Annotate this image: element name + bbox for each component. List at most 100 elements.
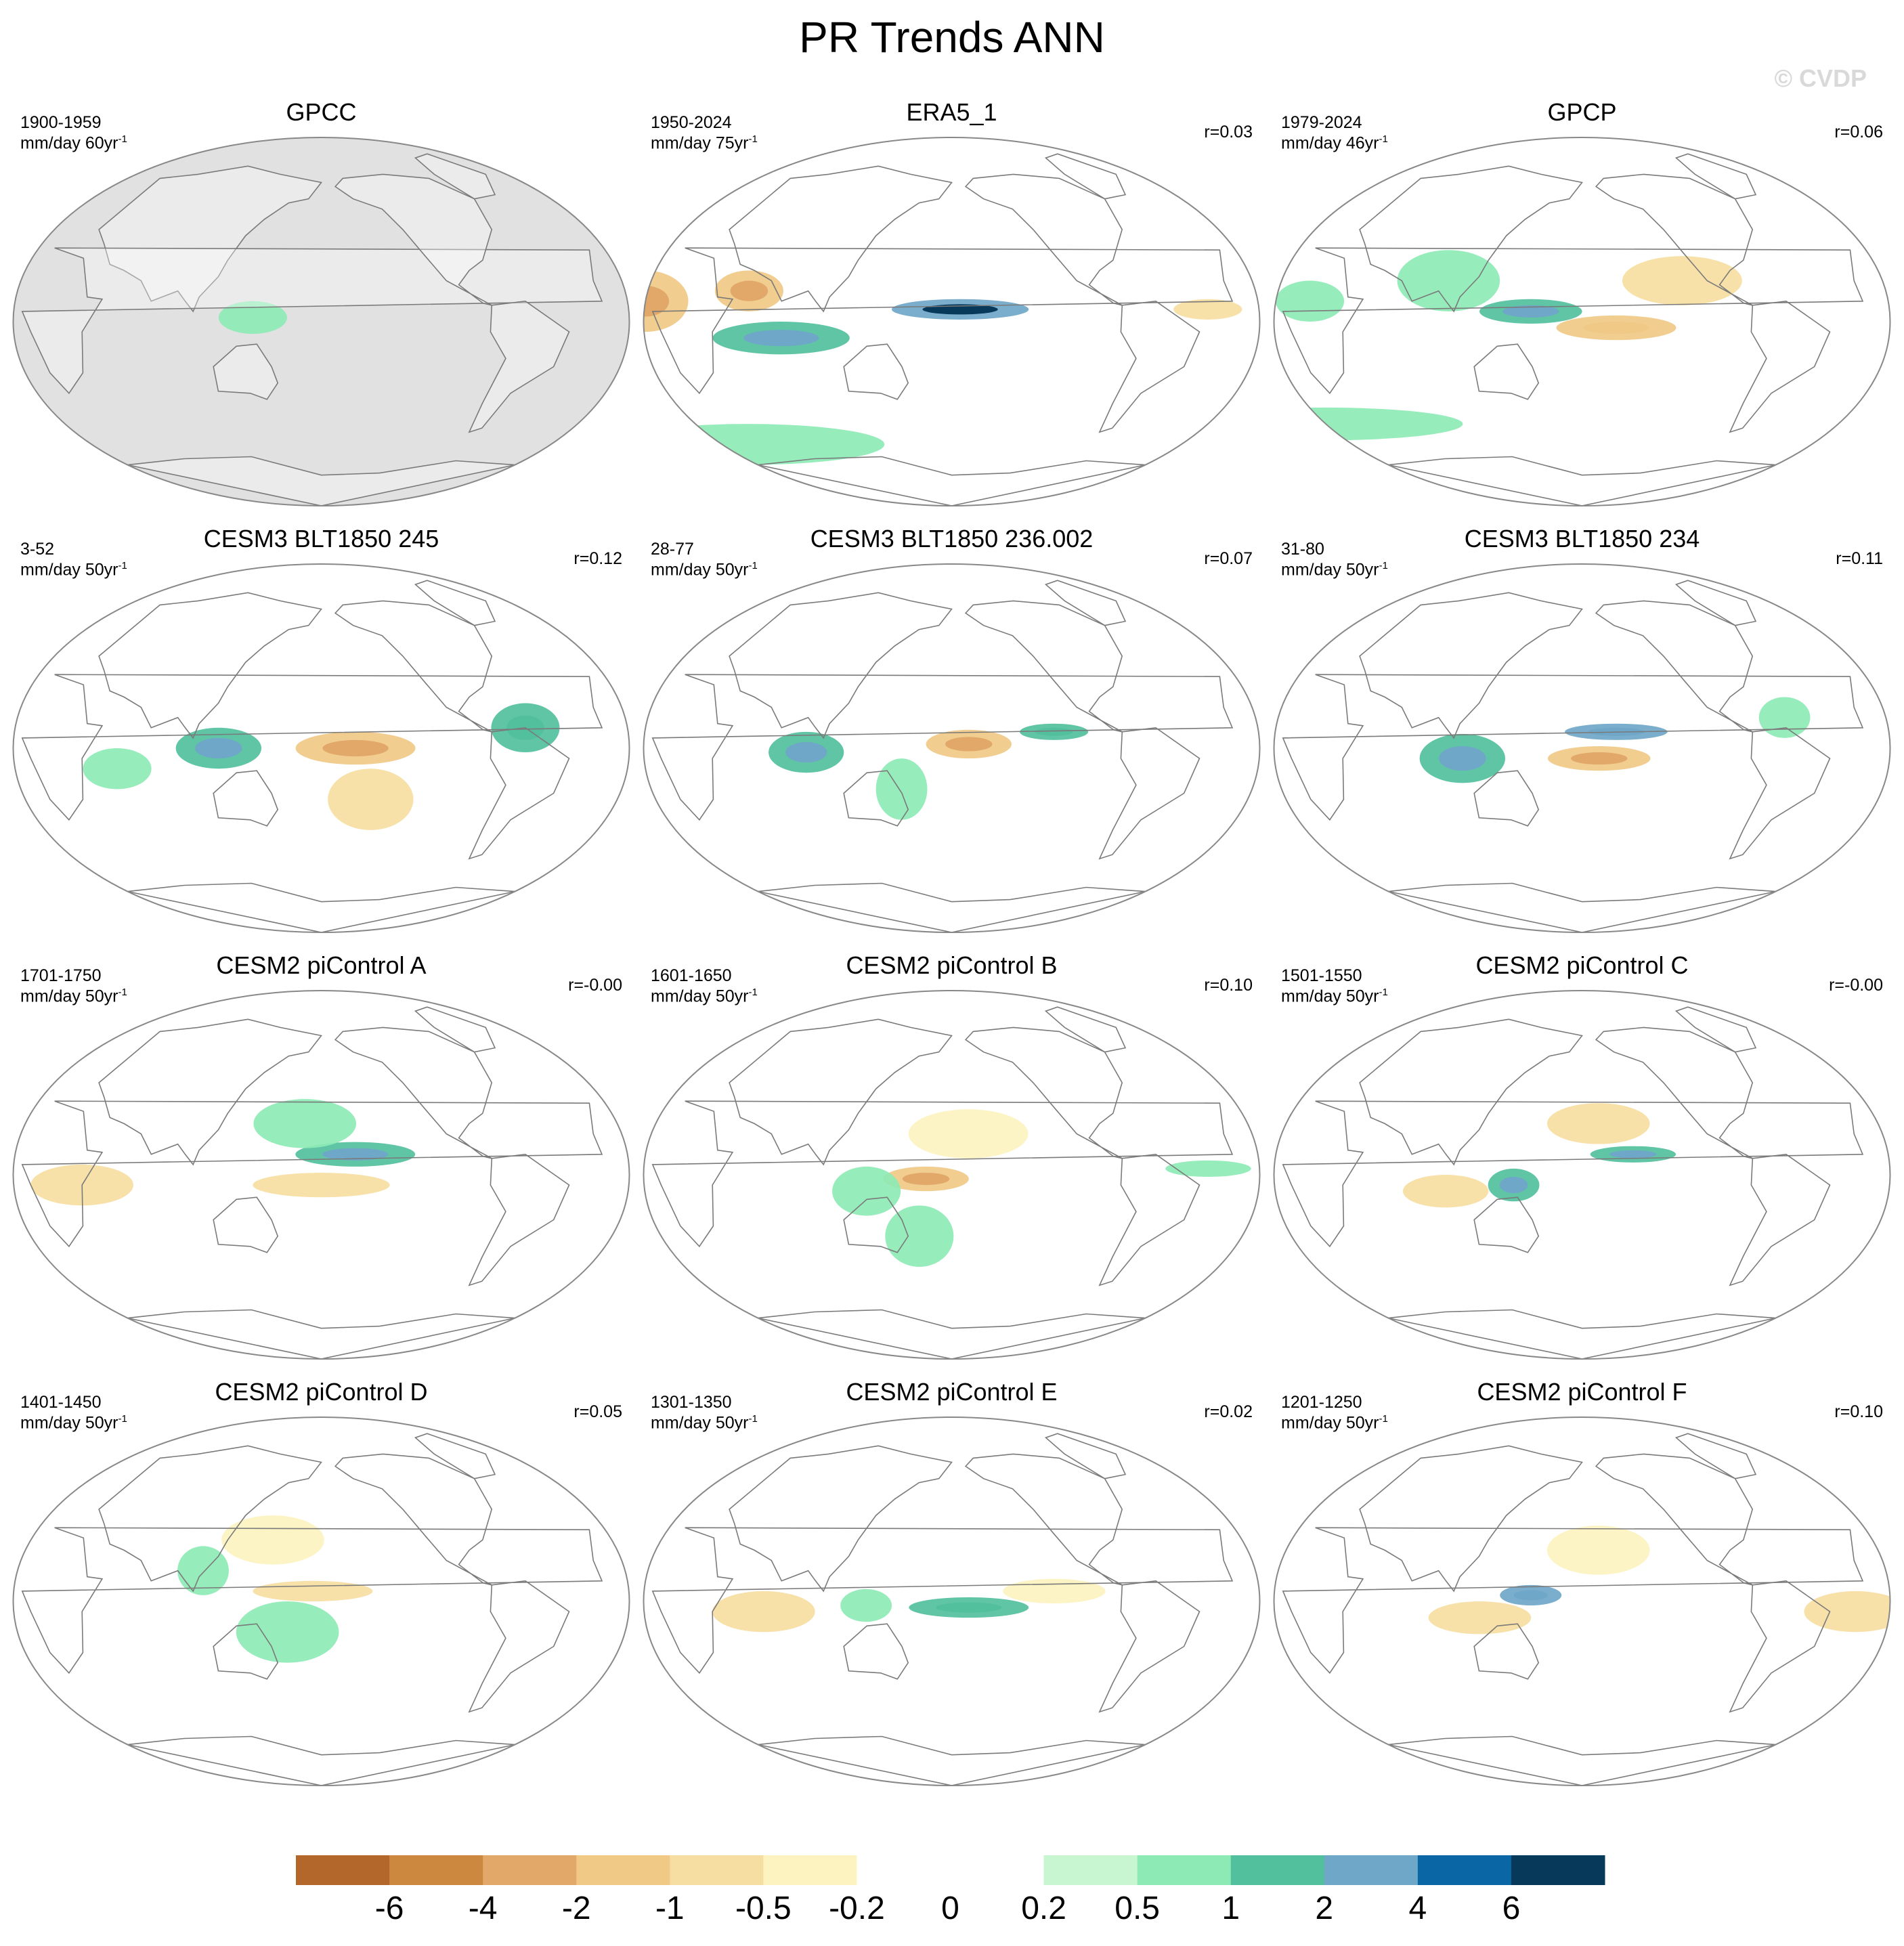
map-svg <box>12 137 630 506</box>
coastline-antarctica <box>1388 1735 1776 1786</box>
map-border <box>643 990 1261 1360</box>
panel-title: ERA5_1 <box>906 98 997 126</box>
units-suffix: yr <box>1364 1413 1379 1433</box>
colorbar-box <box>857 1855 951 1885</box>
panel-title: GPCC <box>286 98 357 126</box>
colorbar-tick-label: 4 <box>1409 1890 1427 1926</box>
coastline-north-america <box>1595 1026 1754 1159</box>
map-border <box>12 990 630 1360</box>
trend-anomaly-core <box>936 1602 1002 1613</box>
coastline-greenland <box>414 1006 496 1053</box>
coastline-north-america <box>334 1026 493 1159</box>
units-prefix: mm/day <box>20 133 85 153</box>
coastline-greenland <box>414 1433 496 1479</box>
map-border <box>1273 137 1891 506</box>
coastline-south-america <box>1098 727 1200 860</box>
panel-title: CESM2 piControl E <box>846 1378 1058 1406</box>
panel-period: 1979-2024 <box>1281 113 1362 132</box>
trend-anomaly <box>885 1205 954 1267</box>
coastline-south-america <box>468 1153 570 1286</box>
trend-anomaly-core <box>1513 1590 1548 1601</box>
units-prefix: mm/day <box>651 987 716 1006</box>
trend-length: 50 <box>715 987 735 1006</box>
map-border <box>1273 1417 1891 1786</box>
map-svg <box>643 563 1261 933</box>
panel-units: mm/day 50yr-1 <box>20 560 127 580</box>
coastline-africa <box>1282 1527 1864 1674</box>
colorbar-box <box>576 1855 670 1885</box>
units-exponent: -1 <box>118 987 127 998</box>
coastline-greenland <box>1044 153 1127 200</box>
coastline-africa <box>1282 674 1864 821</box>
colorbar-box <box>1230 1855 1325 1885</box>
map-svg <box>643 990 1261 1360</box>
coastline-asia <box>1359 1445 1583 1593</box>
map-panel: CESM2 piControl C 1501-1550 mm/day 50yr-1 r… <box>1269 951 1895 1371</box>
coastline-antarctica <box>1388 1309 1776 1359</box>
coastline-antarctica <box>758 882 1146 932</box>
panel-title: GPCP <box>1547 98 1617 126</box>
coastline-africa <box>1282 1100 1864 1248</box>
colorbar-box <box>296 1855 390 1885</box>
coastline-australia <box>213 1623 279 1680</box>
coastline-south-america <box>1729 300 1831 433</box>
trend-anomaly <box>1165 1160 1251 1177</box>
colorbar-tick-label: 6 <box>1502 1890 1521 1926</box>
trend-anomaly-core <box>945 737 993 752</box>
map-panel: CESM3 BLT1850 245 3-52 mm/day 50yr-1 r=0.12 <box>8 525 634 945</box>
units-exponent: -1 <box>1379 560 1388 571</box>
trend-anomaly-core <box>1499 1177 1528 1194</box>
coastline-greenland <box>1044 1433 1127 1479</box>
pattern-correlation: r=-0.00 <box>568 976 622 995</box>
trend-anomaly <box>221 1515 324 1565</box>
panel-period: 1301-1350 <box>651 1393 732 1412</box>
map-svg <box>1273 137 1891 506</box>
panel-title: CESM2 piControl A <box>216 951 427 979</box>
units-prefix: mm/day <box>20 987 85 1006</box>
map-border <box>643 1417 1261 1786</box>
colorbar-tick-label: -1 <box>655 1890 685 1926</box>
trend-anomaly <box>236 1601 339 1663</box>
coastline-greenland <box>1674 580 1757 626</box>
coastline-greenland <box>1674 1433 1757 1479</box>
units-suffix: yr <box>104 1413 118 1433</box>
coastline-australia <box>1473 1196 1540 1253</box>
coastline-asia <box>98 1445 322 1593</box>
map-border <box>12 137 630 506</box>
map-border <box>643 137 1261 506</box>
trend-anomaly <box>1622 256 1742 305</box>
map-background <box>643 137 1260 506</box>
units-prefix: mm/day <box>1281 987 1346 1006</box>
panel-period: 1501-1550 <box>1281 966 1362 985</box>
trend-length: 60 <box>85 133 104 153</box>
coastline-africa <box>21 1527 603 1674</box>
trend-length: 50 <box>1345 987 1365 1006</box>
trend-anomaly-core <box>743 330 819 347</box>
coastline-asia <box>729 1018 953 1166</box>
colorbar-tick-label: -2 <box>562 1890 591 1926</box>
panel-period: 28-77 <box>651 540 694 559</box>
units-suffix: yr <box>104 133 118 153</box>
coastline-south-america <box>468 1580 570 1713</box>
map-svg <box>12 990 630 1360</box>
trend-anomaly <box>908 1109 1029 1159</box>
trend-anomaly <box>840 1588 892 1622</box>
trend-anomaly <box>253 1172 390 1198</box>
coastline-australia <box>843 343 909 400</box>
trend-anomaly-core <box>322 1148 389 1161</box>
panel-units: mm/day 50yr-1 <box>1281 987 1388 1006</box>
coastline-australia <box>213 770 279 827</box>
coastline-south-america <box>1098 1580 1200 1713</box>
coastline-north-america <box>1595 173 1754 306</box>
trend-anomaly-core <box>730 280 769 301</box>
map-panel: CESM2 piControl E 1301-1350 mm/day 50yr-1 r… <box>639 1378 1265 1798</box>
map-background <box>1274 991 1890 1359</box>
map-panel: CESM2 piControl D 1401-1450 mm/day 50yr-1 r… <box>8 1378 634 1798</box>
panel-period: 1900-1959 <box>20 113 102 132</box>
panel-title: CESM2 piControl F <box>1477 1378 1687 1406</box>
panel-units: mm/day 50yr-1 <box>20 1413 127 1433</box>
panel-units: mm/day 50yr-1 <box>20 987 127 1006</box>
panel-units: mm/day 50yr-1 <box>651 1413 758 1433</box>
trend-anomaly-core <box>322 739 389 757</box>
trend-anomaly <box>1173 299 1242 320</box>
